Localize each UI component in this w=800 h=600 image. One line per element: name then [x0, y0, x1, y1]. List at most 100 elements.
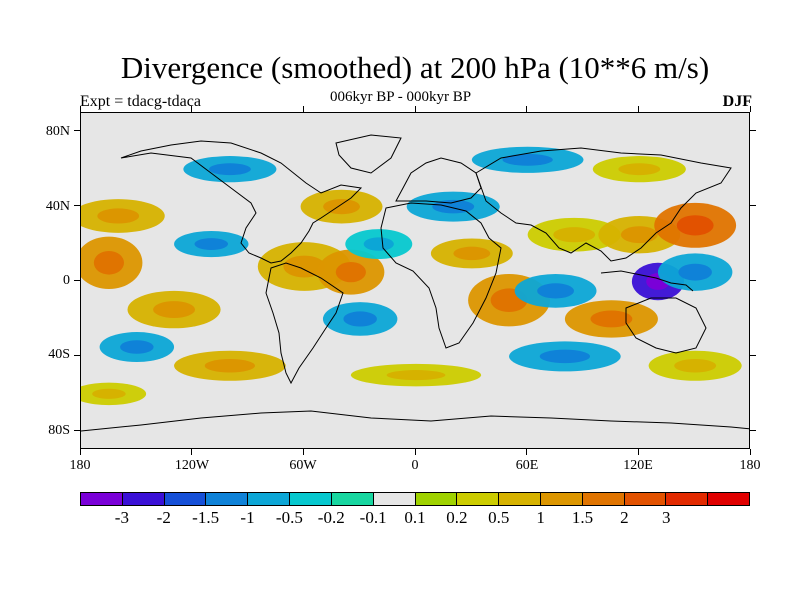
colorbar-segment: [290, 493, 332, 505]
lat-tick: [750, 130, 756, 132]
colorbar-segment: [582, 493, 625, 505]
lon-tick: [191, 449, 193, 455]
divergence-field: [81, 146, 742, 406]
divergence-anomaly-core: [676, 215, 714, 236]
divergence-anomaly-core: [93, 250, 124, 275]
divergence-anomaly-core: [283, 255, 326, 278]
colorbar-label: 1: [536, 508, 545, 527]
coastline-europe: [395, 157, 482, 204]
colorbar-label: -0.2: [317, 508, 345, 527]
divergence-anomaly-core: [343, 311, 377, 327]
experiment-label: Expt = tdacg-tdaca: [80, 93, 201, 110]
colorbar-label: -3: [114, 508, 129, 527]
coastline-asia: [475, 147, 732, 262]
colorbar-segment: [122, 493, 165, 505]
colorbar: [80, 492, 750, 506]
coastlines: [81, 134, 749, 432]
colorbar-segment: [81, 493, 123, 505]
colorbar-segment: [331, 493, 374, 505]
coastline-africa: [380, 202, 502, 349]
divergence-anomaly-core: [618, 163, 661, 176]
divergence-map: [80, 112, 750, 449]
lat-tick: [750, 354, 756, 356]
colorbar-label: -1.5: [192, 508, 220, 527]
lat-label-40s: 40S: [48, 347, 70, 362]
colorbar-label: 3: [662, 508, 671, 527]
lon-label-60e: 60E: [515, 458, 539, 473]
colorbar-segment: [624, 493, 667, 505]
lat-tick: [74, 429, 80, 431]
coastline-greenland: [335, 134, 402, 174]
colorbar-label: 0.2: [446, 508, 468, 527]
coastline-australia: [625, 297, 707, 354]
coastline-antarctica: [81, 410, 749, 432]
coastline-north-america: [120, 140, 363, 264]
lon-tick: [79, 449, 81, 455]
lon-tick: [414, 449, 416, 455]
lat-tick: [750, 205, 756, 207]
colorbar-label: -0.1: [359, 508, 387, 527]
divergence-anomaly-core: [204, 359, 256, 373]
colorbar-segment: [666, 493, 709, 505]
colorbar-segment: [206, 493, 249, 505]
lon-tick: [637, 449, 639, 455]
colorbar-label: -1: [240, 508, 255, 527]
divergence-anomaly-core: [92, 388, 126, 399]
colorbar-segment: [708, 493, 749, 505]
lon-tick: [79, 106, 81, 112]
divergence-anomaly-core: [678, 263, 712, 281]
divergence-anomaly-core: [453, 246, 491, 261]
lat-label-80n: 80N: [45, 124, 70, 139]
lat-tick: [74, 280, 80, 281]
lat-tick: [74, 130, 80, 132]
coastline-south-america: [265, 262, 344, 385]
divergence-anomaly-core: [97, 208, 140, 224]
divergence-anomaly-core: [502, 153, 553, 166]
lon-tick: [749, 106, 751, 112]
divergence-anomaly-core: [323, 199, 360, 215]
lon-label-120w: 120W: [174, 458, 210, 473]
lat-tick: [750, 429, 756, 431]
colorbar-label: 0.5: [488, 508, 510, 527]
lon-label-120e: 120E: [623, 458, 653, 473]
divergence-anomaly-core: [674, 359, 717, 373]
map-canvas: [81, 134, 749, 432]
divergence-anomaly-core: [335, 262, 366, 283]
divergence-anomaly-core: [208, 163, 251, 176]
lat-tick: [74, 205, 80, 207]
colorbar-segment: [248, 493, 291, 505]
season-label: DJF: [722, 93, 752, 110]
lon-tick: [191, 106, 193, 112]
lon-tick: [749, 449, 751, 455]
lon-tick: [414, 106, 416, 112]
lat-tick: [74, 354, 80, 356]
colorbar-labels: -3 -2 -1.5 -1 -0.5 -0.2 -0.1 0.1 0.2 0.5 1 1.5 2 3: [80, 508, 750, 528]
divergence-anomaly-core: [194, 238, 229, 250]
lat-tick: [750, 280, 756, 281]
divergence-anomaly-core: [537, 283, 575, 299]
divergence-anomaly-core: [386, 370, 446, 381]
lat-label-80s: 80S: [48, 423, 70, 438]
lon-label-0: 0: [411, 458, 419, 473]
lon-label-60w: 60W: [289, 458, 317, 473]
divergence-anomaly-core: [153, 301, 195, 319]
lon-tick: [526, 106, 528, 112]
lon-tick: [302, 106, 304, 112]
divergence-anomaly-core: [539, 349, 591, 364]
period-label: 006kyr BP - 000kyr BP: [330, 89, 472, 105]
colorbar-segment: [457, 493, 500, 505]
coastline-indonesia: [600, 270, 694, 292]
map-title: Divergence (smoothed) at 200 hPa (10**6 …: [120, 50, 710, 85]
colorbar-segment: [540, 493, 583, 505]
colorbar-label: -2: [156, 508, 171, 527]
divergence-anomaly-core: [590, 310, 633, 328]
divergence-anomaly-core: [120, 340, 154, 354]
colorbar-segment: [373, 493, 416, 505]
colorbar-segment: [164, 493, 207, 505]
divergence-anomaly-core: [363, 237, 394, 251]
colorbar-label: 2: [620, 508, 629, 527]
lon-tick: [637, 106, 639, 112]
colorbar-label: 0.1: [404, 508, 426, 527]
divergence-anomaly-core: [553, 227, 596, 243]
lat-label-40n: 40N: [45, 199, 70, 214]
